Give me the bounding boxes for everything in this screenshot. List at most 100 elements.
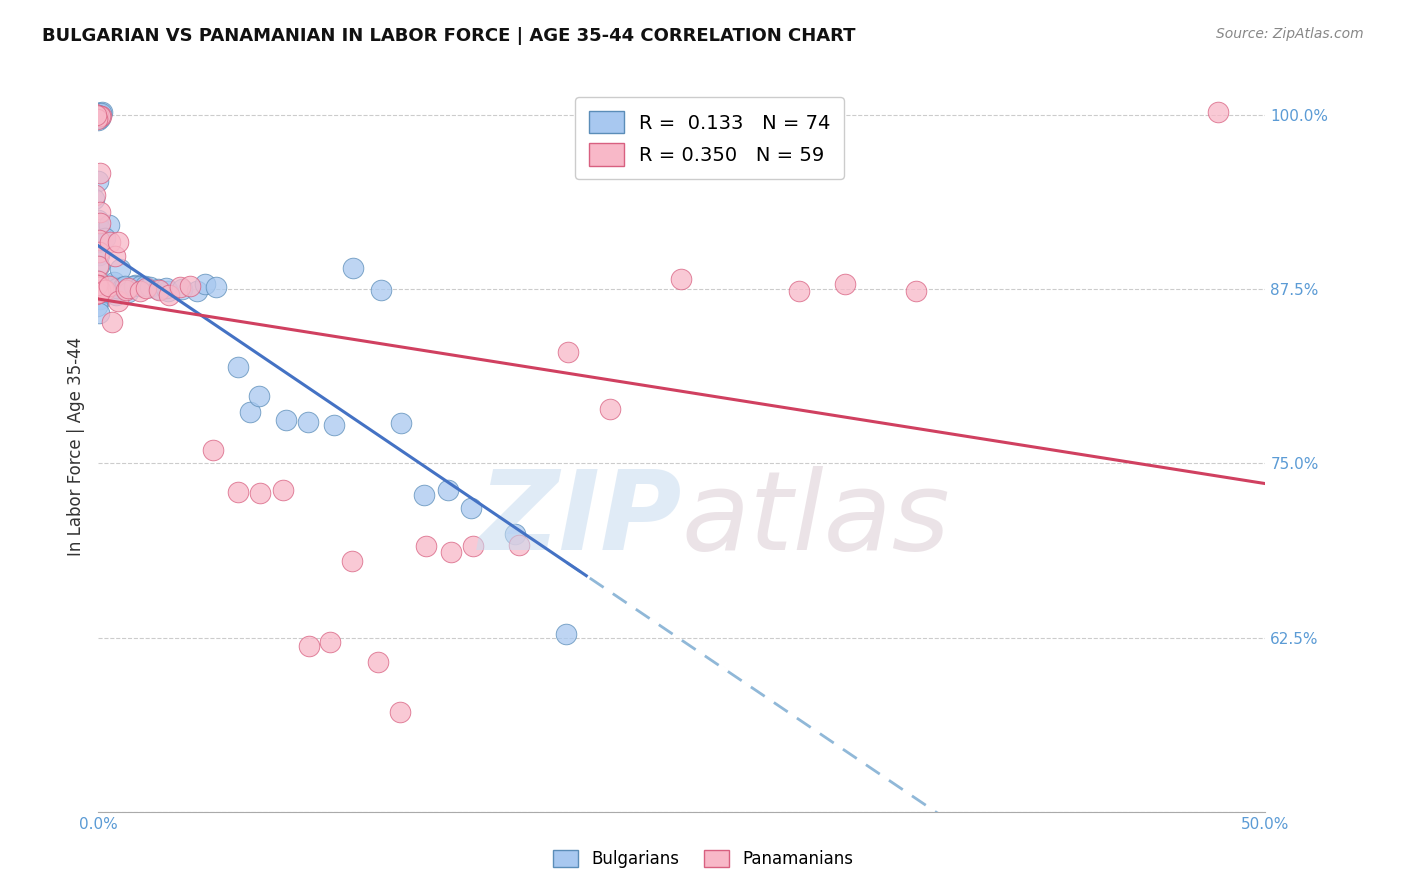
Point bbox=[89, 109, 111, 123]
Point bbox=[87, 112, 110, 127]
Point bbox=[273, 483, 295, 498]
Point bbox=[139, 280, 162, 294]
Point bbox=[904, 285, 927, 299]
Point bbox=[98, 235, 121, 249]
Point bbox=[342, 260, 364, 275]
Point bbox=[89, 204, 111, 219]
Point bbox=[323, 418, 346, 433]
Point bbox=[86, 299, 108, 313]
Point bbox=[87, 259, 110, 273]
Point bbox=[86, 282, 108, 296]
Point bbox=[84, 108, 107, 122]
Point bbox=[157, 285, 180, 299]
Point bbox=[87, 174, 110, 188]
Point bbox=[129, 285, 152, 299]
Point bbox=[93, 231, 115, 245]
Point bbox=[98, 278, 121, 293]
Point bbox=[226, 359, 249, 374]
Point bbox=[86, 277, 108, 292]
Point bbox=[94, 283, 117, 297]
Text: BULGARIAN VS PANAMANIAN IN LABOR FORCE | AGE 35-44 CORRELATION CHART: BULGARIAN VS PANAMANIAN IN LABOR FORCE |… bbox=[42, 27, 856, 45]
Point bbox=[96, 285, 118, 299]
Point bbox=[319, 635, 342, 649]
Point bbox=[297, 415, 319, 429]
Text: atlas: atlas bbox=[682, 466, 950, 573]
Point bbox=[87, 244, 110, 259]
Point bbox=[599, 402, 621, 417]
Point bbox=[86, 287, 108, 301]
Point bbox=[114, 279, 136, 293]
Point bbox=[103, 275, 125, 289]
Point bbox=[108, 261, 131, 276]
Point bbox=[87, 280, 110, 294]
Point bbox=[787, 284, 810, 298]
Point bbox=[117, 281, 139, 295]
Point bbox=[503, 526, 526, 541]
Point bbox=[87, 292, 110, 306]
Point bbox=[89, 216, 111, 230]
Point bbox=[114, 283, 136, 297]
Point bbox=[89, 284, 111, 298]
Point bbox=[186, 284, 208, 298]
Point bbox=[90, 109, 112, 123]
Point bbox=[86, 281, 108, 295]
Point bbox=[148, 283, 170, 297]
Point bbox=[436, 483, 458, 498]
Point bbox=[247, 389, 270, 403]
Point bbox=[86, 285, 108, 300]
Point bbox=[297, 639, 319, 653]
Point bbox=[440, 545, 463, 559]
Point bbox=[170, 282, 193, 296]
Point bbox=[86, 277, 108, 292]
Point bbox=[89, 222, 111, 236]
Point bbox=[179, 279, 201, 293]
Point bbox=[389, 706, 412, 720]
Point bbox=[367, 655, 389, 669]
Point bbox=[82, 106, 104, 120]
Point bbox=[105, 281, 128, 295]
Point bbox=[159, 287, 181, 301]
Point bbox=[97, 218, 120, 232]
Point bbox=[555, 627, 578, 641]
Point bbox=[169, 279, 191, 293]
Point bbox=[202, 443, 225, 458]
Legend: Bulgarians, Panamanians: Bulgarians, Panamanians bbox=[546, 843, 860, 875]
Point bbox=[155, 281, 177, 295]
Point bbox=[194, 277, 217, 292]
Point bbox=[370, 283, 392, 297]
Point bbox=[89, 165, 111, 179]
Point bbox=[508, 538, 530, 552]
Point bbox=[89, 280, 111, 294]
Point bbox=[91, 104, 114, 119]
Point bbox=[87, 106, 110, 120]
Point bbox=[89, 233, 111, 247]
Point bbox=[460, 501, 482, 516]
Point bbox=[86, 278, 108, 293]
Point bbox=[146, 282, 169, 296]
Point bbox=[117, 285, 139, 299]
Point bbox=[205, 280, 228, 294]
Point bbox=[389, 416, 412, 430]
Point bbox=[89, 112, 111, 126]
Point bbox=[413, 488, 436, 502]
Point bbox=[103, 285, 125, 299]
Point bbox=[86, 278, 108, 293]
Point bbox=[89, 109, 111, 123]
Point bbox=[107, 293, 129, 308]
Point bbox=[107, 235, 129, 249]
Point bbox=[111, 280, 134, 294]
Point bbox=[557, 345, 579, 359]
Point bbox=[100, 315, 122, 329]
Point bbox=[276, 413, 298, 427]
Point bbox=[134, 279, 156, 293]
Point bbox=[87, 259, 110, 273]
Point bbox=[89, 248, 111, 262]
Point bbox=[87, 107, 110, 121]
Point bbox=[1206, 105, 1229, 120]
Point bbox=[87, 280, 110, 294]
Point bbox=[122, 279, 145, 293]
Point bbox=[87, 235, 110, 249]
Point bbox=[226, 484, 249, 499]
Legend: R =  0.133   N = 74, R = 0.350   N = 59: R = 0.133 N = 74, R = 0.350 N = 59 bbox=[575, 97, 844, 179]
Point bbox=[86, 112, 108, 126]
